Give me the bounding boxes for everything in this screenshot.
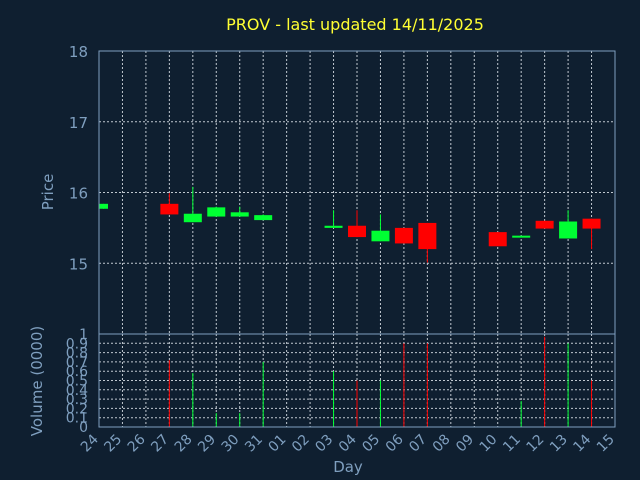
volume-y-ticks: 00.10.20.30.40.50.60.70.80.91 bbox=[66, 327, 88, 436]
volume-tick-label: 0.2 bbox=[66, 401, 88, 417]
volume-tick-label: 0.5 bbox=[66, 374, 88, 390]
volume-tick-label: 0.1 bbox=[66, 411, 88, 427]
x-axis-label: Day bbox=[333, 458, 363, 476]
volume-tick-label: 0.4 bbox=[66, 383, 88, 399]
candlestick-series bbox=[99, 186, 601, 263]
candle-body bbox=[324, 225, 343, 228]
day-tick-label: 10 bbox=[477, 432, 501, 456]
day-tick-label: 27 bbox=[148, 432, 172, 456]
day-tick-label: 26 bbox=[125, 431, 149, 455]
candle-body bbox=[582, 218, 601, 229]
day-tick-label: 28 bbox=[172, 432, 196, 456]
candle-body bbox=[535, 220, 554, 229]
volume-tick-label: 1 bbox=[79, 327, 88, 343]
volume-tick-label: 0.3 bbox=[66, 392, 88, 408]
candle-body bbox=[371, 230, 390, 242]
day-tick-label: 05 bbox=[359, 432, 383, 456]
candle-body bbox=[160, 203, 179, 215]
day-tick-label: 07 bbox=[406, 432, 430, 456]
candle-body bbox=[559, 221, 578, 239]
candle-body bbox=[99, 203, 108, 209]
volume-tick-label: 0 bbox=[79, 420, 88, 436]
candle-body bbox=[230, 212, 249, 217]
volume-tick-label: 0.8 bbox=[66, 346, 88, 362]
day-tick-label: 08 bbox=[430, 432, 454, 456]
volume-axis-label: Volume (0000) bbox=[28, 326, 46, 436]
candle-body bbox=[418, 222, 437, 250]
candle-body bbox=[183, 213, 202, 223]
price-tick-label: 15 bbox=[69, 255, 88, 273]
volume-bars bbox=[168, 336, 593, 427]
day-tick-label: 12 bbox=[524, 432, 548, 456]
chart-title: PROV - last updated 14/11/2025 bbox=[226, 15, 484, 34]
day-tick-label: 06 bbox=[383, 431, 407, 455]
day-tick-label: 25 bbox=[101, 432, 125, 456]
candle-body bbox=[254, 215, 273, 221]
day-tick-label: 04 bbox=[336, 431, 360, 455]
price-y-ticks: 15 16 17 18 bbox=[69, 43, 88, 273]
day-x-ticks: 24 25 26 27 28 29 30 31 01 02 03 04 05 06 07 08 09 10 11 12… bbox=[78, 431, 618, 455]
candle-body bbox=[512, 235, 531, 238]
volume-tick-label: 0.7 bbox=[66, 355, 88, 371]
day-tick-label: 15 bbox=[594, 432, 618, 456]
price-gridlines bbox=[98, 50, 616, 334]
day-tick-label: 03 bbox=[312, 432, 336, 456]
volume-tick-label: 0.9 bbox=[66, 336, 88, 352]
day-tick-label: 11 bbox=[500, 432, 524, 456]
day-tick-label: 29 bbox=[195, 432, 219, 456]
volume-tick-label: 0.6 bbox=[66, 364, 88, 380]
price-tick-label: 17 bbox=[69, 114, 88, 132]
candle-body bbox=[207, 207, 226, 217]
day-tick-label: 30 bbox=[219, 432, 243, 456]
price-tick-label: 18 bbox=[69, 43, 88, 61]
price-axis-label: Price bbox=[39, 174, 57, 211]
price-tick-label: 16 bbox=[69, 185, 88, 203]
day-tick-label: 09 bbox=[453, 432, 477, 456]
day-tick-label: 14 bbox=[570, 431, 594, 455]
candle-body bbox=[488, 232, 507, 247]
day-tick-label: 31 bbox=[242, 432, 266, 456]
day-tick-label: 13 bbox=[547, 432, 571, 456]
volume-plot-frame bbox=[98, 333, 616, 428]
candle-body bbox=[394, 227, 413, 244]
day-tick-label: 01 bbox=[266, 432, 290, 456]
candle-body bbox=[348, 225, 366, 238]
day-tick-label: 02 bbox=[289, 432, 313, 456]
